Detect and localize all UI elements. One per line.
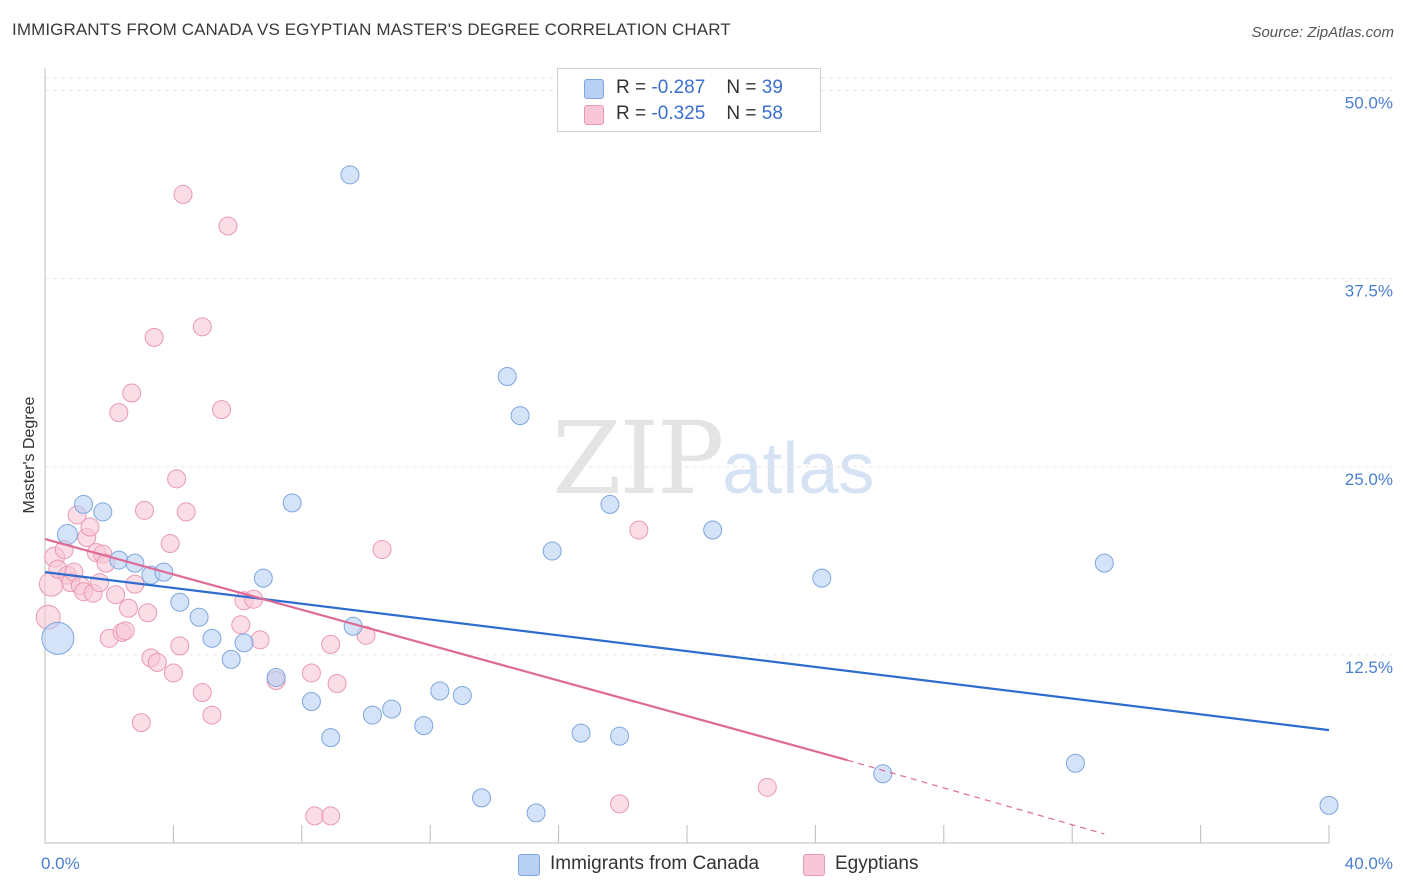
- bottom-legend-label-egyptians: Egyptians: [835, 853, 919, 874]
- watermark-atlas: atlas: [722, 429, 875, 509]
- trend-line-egyptians: [44, 537, 848, 762]
- legend-r-label: R =: [616, 103, 647, 124]
- bottom-legend-label-canada: Immigrants from Canada: [550, 853, 760, 874]
- point-egyptians: [131, 713, 151, 733]
- point-egyptians: [321, 806, 341, 826]
- point-egyptians: [80, 517, 100, 537]
- legend-n-label: N =: [726, 77, 757, 98]
- y-tick-label: 12.5%: [1345, 658, 1393, 677]
- legend-n-value-egyptians: 58: [761, 103, 783, 124]
- point-egyptians: [192, 683, 212, 703]
- point-egyptians: [173, 184, 193, 204]
- y-tick-label: 50.0%: [1345, 94, 1393, 113]
- point-canada: [452, 686, 472, 706]
- point-canada: [472, 788, 492, 808]
- point-canada: [56, 524, 78, 546]
- point-canada: [703, 520, 723, 540]
- point-canada: [321, 728, 341, 748]
- point-egyptians: [163, 663, 183, 683]
- point-egyptians: [327, 673, 347, 693]
- point-egyptians: [305, 806, 325, 826]
- point-canada: [610, 726, 630, 746]
- x-tick-label: 0.0%: [41, 854, 80, 873]
- point-egyptians: [170, 636, 190, 656]
- point-egyptians: [176, 502, 196, 522]
- point-egyptians: [231, 615, 251, 635]
- point-canada: [414, 716, 434, 736]
- point-canada: [266, 667, 286, 687]
- point-canada: [600, 494, 620, 514]
- legend-swatch-egyptians: [584, 105, 604, 125]
- point-canada: [497, 366, 517, 386]
- point-egyptians: [118, 598, 138, 618]
- legend-r-value-egyptians: -0.325: [651, 103, 706, 124]
- point-canada: [41, 621, 75, 655]
- point-egyptians: [202, 705, 222, 725]
- point-canada: [510, 406, 530, 426]
- point-egyptians: [321, 634, 341, 654]
- trend-line-canada: [44, 571, 1330, 732]
- point-canada: [170, 592, 190, 612]
- point-canada: [430, 681, 450, 701]
- point-canada: [526, 803, 546, 823]
- point-egyptians: [250, 630, 270, 650]
- point-canada: [382, 699, 402, 719]
- point-canada: [234, 633, 254, 653]
- y-tick-label: 37.5%: [1345, 282, 1393, 301]
- point-canada: [571, 723, 591, 743]
- chart-source: Source: ZipAtlas.com: [1251, 24, 1394, 41]
- point-egyptians: [610, 794, 630, 814]
- point-canada: [253, 568, 273, 588]
- point-egyptians: [167, 469, 187, 489]
- point-canada: [221, 649, 241, 669]
- watermark: ZIPatlas: [552, 400, 874, 517]
- legend-swatch-canada: [584, 79, 604, 99]
- point-canada: [202, 628, 222, 648]
- point-egyptians: [192, 317, 212, 337]
- point-egyptians: [629, 520, 649, 540]
- point-canada: [362, 705, 382, 725]
- point-egyptians: [212, 400, 232, 420]
- point-egyptians: [106, 585, 126, 605]
- point-canada: [340, 165, 360, 185]
- point-egyptians: [135, 500, 155, 520]
- watermark-zip: ZIP: [552, 400, 724, 517]
- point-canada: [74, 494, 94, 514]
- point-canada: [542, 541, 562, 561]
- point-canada: [301, 692, 321, 712]
- legend-n-value-canada: 39: [761, 77, 783, 98]
- point-egyptians: [301, 663, 321, 683]
- point-canada: [1065, 753, 1085, 773]
- point-egyptians: [372, 540, 392, 560]
- stats-legend: R = -0.287 N = 39 R = -0.325 N = 58: [557, 68, 821, 132]
- point-egyptians: [138, 603, 158, 623]
- point-egyptians: [160, 534, 180, 554]
- point-egyptians: [147, 652, 167, 672]
- point-canada: [189, 607, 209, 627]
- legend-n-label: N =: [726, 103, 757, 124]
- point-canada: [1319, 795, 1339, 815]
- trend-line-egyptians-extension: [847, 759, 1105, 835]
- x-tick-label: 40.0%: [1345, 854, 1393, 873]
- point-egyptians: [757, 777, 777, 797]
- point-egyptians: [109, 403, 129, 423]
- point-egyptians: [90, 573, 110, 593]
- legend-r-label: R =: [616, 77, 647, 98]
- point-egyptians: [218, 216, 238, 236]
- point-canada: [873, 764, 893, 784]
- y-tick-label: 25.0%: [1345, 470, 1393, 489]
- point-canada: [1094, 553, 1114, 573]
- point-egyptians: [144, 327, 164, 347]
- bottom-legend-swatch-canada: [518, 854, 540, 876]
- y-axis-label: Master's Degree: [21, 396, 38, 513]
- point-egyptians: [122, 383, 142, 403]
- point-egyptians: [115, 621, 135, 641]
- chart-title: IMMIGRANTS FROM CANADA VS EGYPTIAN MASTE…: [12, 20, 731, 39]
- point-canada: [812, 568, 832, 588]
- bottom-legend-swatch-egyptians: [803, 854, 825, 876]
- point-canada: [282, 493, 302, 513]
- legend-r-value-canada: -0.287: [651, 77, 706, 98]
- point-canada: [93, 502, 113, 522]
